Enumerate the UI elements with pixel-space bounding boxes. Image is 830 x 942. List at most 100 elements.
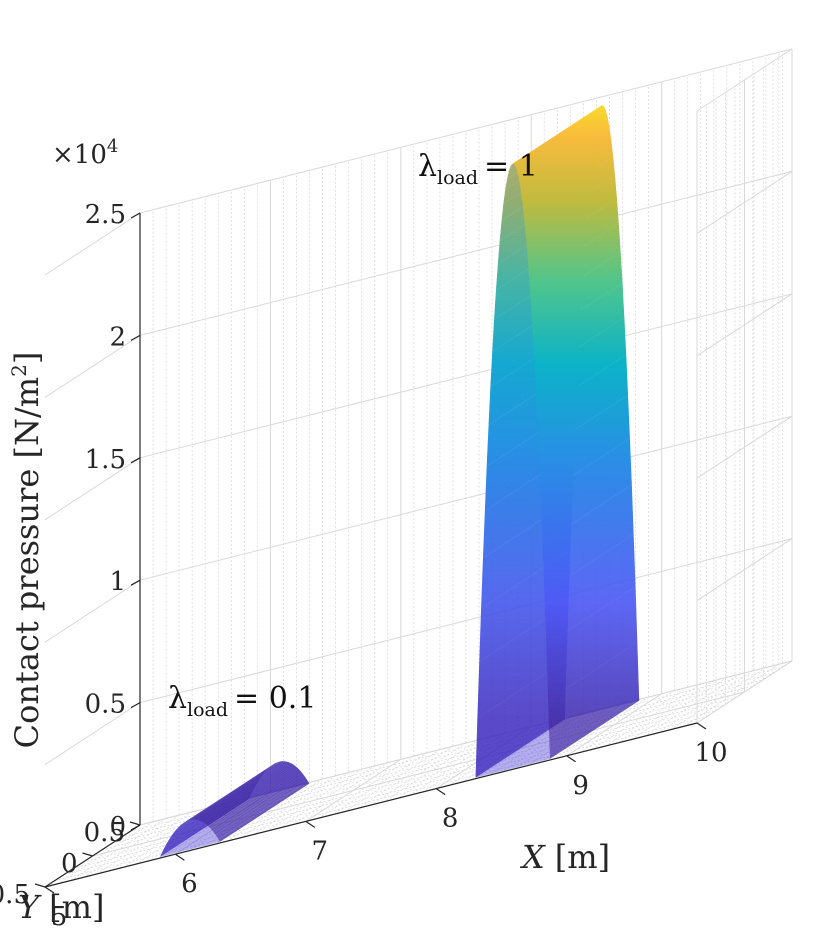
y-tick-mark xyxy=(82,852,93,857)
large-load-surface-strip xyxy=(542,484,634,593)
large-load-front-face xyxy=(475,163,550,778)
y-tick-mark xyxy=(34,883,46,888)
large-load-surface-strip xyxy=(540,438,632,544)
back-wall-grid xyxy=(44,48,793,888)
y-tick-mark xyxy=(129,821,141,826)
small-load-surface-strip xyxy=(197,761,289,821)
back-wall-z-gridline xyxy=(139,415,793,581)
large-load-surface-strip xyxy=(548,642,640,759)
x-tick-mark xyxy=(44,886,55,894)
x-tick-labels: 5 6 7 8 9 10 xyxy=(44,722,728,932)
small-load-surface-strip xyxy=(188,761,280,821)
left-wall-z-gridline xyxy=(44,702,141,766)
x-tick-label: 8 xyxy=(442,804,459,834)
pressure-surface-lambda-1 xyxy=(475,105,640,778)
x-axis-line xyxy=(44,722,698,888)
small-load-surface-strip xyxy=(211,770,302,831)
small-load-surface-strip xyxy=(190,761,281,820)
back-wall-z-gridline xyxy=(139,170,793,336)
y-axis-label: Y [m] xyxy=(18,888,104,926)
floor-grid xyxy=(44,660,793,888)
small-load-surface-strip xyxy=(209,769,301,830)
large-load-surface-strip xyxy=(536,354,628,454)
small-load-surface-strip xyxy=(208,767,299,828)
z-tick-mark xyxy=(130,334,141,341)
small-load-surface-strip xyxy=(215,776,307,837)
small-load-surface-strip xyxy=(196,761,287,820)
x-tick-label: 7 xyxy=(312,836,329,866)
z-exponent-label: ×104 xyxy=(52,136,118,170)
z-tick-labels: 0 0.5 1 1.5 2 2.5 xyxy=(85,200,141,842)
small-load-surface-strip xyxy=(212,772,304,833)
large-load-surface-strip xyxy=(522,140,614,216)
x-tick-mark xyxy=(566,755,576,763)
x-tick-label: 5 xyxy=(51,902,68,932)
large-load-surface-strip xyxy=(544,534,636,645)
y-tick-label: -0.5 xyxy=(0,880,30,910)
small-load-surface-strip xyxy=(187,762,278,822)
small-load-surface-strip xyxy=(185,762,277,822)
z-tick-mark xyxy=(130,702,141,709)
small-load-surface-strip xyxy=(203,764,295,824)
x-tick-mark xyxy=(435,788,446,796)
back-wall-z-gridline xyxy=(139,293,793,459)
small-load-surface-strip xyxy=(205,765,296,825)
large-load-surface-strip xyxy=(529,223,621,310)
large-load-surface-strip xyxy=(514,106,606,169)
y-tick-labels: -0.5 00.5 xyxy=(0,818,141,910)
z-tick-mark xyxy=(130,212,141,219)
large-load-surface-strip xyxy=(535,317,627,413)
z-tick-label: 2.5 xyxy=(85,200,126,230)
x-tick-label: 10 xyxy=(694,738,727,768)
large-load-surface-strip xyxy=(533,283,625,376)
small-load-surface-strip xyxy=(191,761,283,820)
x-tick-label: 9 xyxy=(572,771,589,801)
z-tick-label: 1 xyxy=(109,567,126,597)
x-tick-label: 6 xyxy=(181,869,198,899)
pressure-surface-lambda-0.1 xyxy=(160,761,310,857)
large-load-surface-strip xyxy=(525,176,617,257)
y-tick-label: 0 xyxy=(61,849,78,879)
small-load-surface-strip xyxy=(199,762,290,821)
large-load-surface-strip xyxy=(523,156,615,235)
z-tick-label: 0 xyxy=(109,812,126,842)
floor-y-gridline xyxy=(63,710,717,875)
z-tick-mark xyxy=(130,457,141,464)
z-tick-mark xyxy=(130,824,141,831)
large-load-surface-strip xyxy=(520,127,612,199)
small-load-surface-strip xyxy=(218,781,310,842)
z-axis-label: Contact pressure [N/m2] xyxy=(7,352,46,749)
z-tick-label: 2 xyxy=(109,322,126,352)
large-load-surface-strip xyxy=(546,586,638,701)
small-load-surface-strip xyxy=(214,774,305,835)
large-load-surface-strip xyxy=(538,395,630,497)
small-load-surface-strip xyxy=(206,766,298,827)
z-tick-label: 0.5 xyxy=(85,690,126,720)
z-tick-label: 1.5 xyxy=(85,445,126,475)
y-tick-label: 0.5 xyxy=(84,818,125,848)
back-wall-z-gridline xyxy=(139,48,793,214)
left-wall-z-gridline xyxy=(44,334,141,398)
left-wall-z-gridline xyxy=(44,579,141,643)
large-load-surface-strip xyxy=(531,251,623,342)
x-tick-mark xyxy=(696,722,707,730)
large-load-surface-strip xyxy=(512,105,604,165)
large-load-surface-strip xyxy=(518,117,610,186)
small-load-front-face xyxy=(160,819,220,857)
small-load-surface-strip xyxy=(194,761,286,820)
small-load-surface-strip xyxy=(193,761,284,820)
small-load-surface-strip xyxy=(217,778,308,840)
z-tick-mark xyxy=(130,579,141,586)
annotation-lambda-1: λload = 1 xyxy=(418,149,538,189)
left-wall-z-gridline xyxy=(44,457,141,521)
back-wall-z-gridline xyxy=(139,538,793,704)
left-wall-z-gridline xyxy=(44,212,141,276)
large-load-surface-strip xyxy=(527,198,619,282)
large-load-surface-strip xyxy=(516,110,608,176)
small-load-surface-strip xyxy=(202,763,293,823)
small-load-surface-strip xyxy=(200,762,292,822)
x-tick-mark xyxy=(175,853,185,861)
small-load-surface-strip xyxy=(184,763,275,823)
x-axis-label: X [m] xyxy=(519,838,610,876)
